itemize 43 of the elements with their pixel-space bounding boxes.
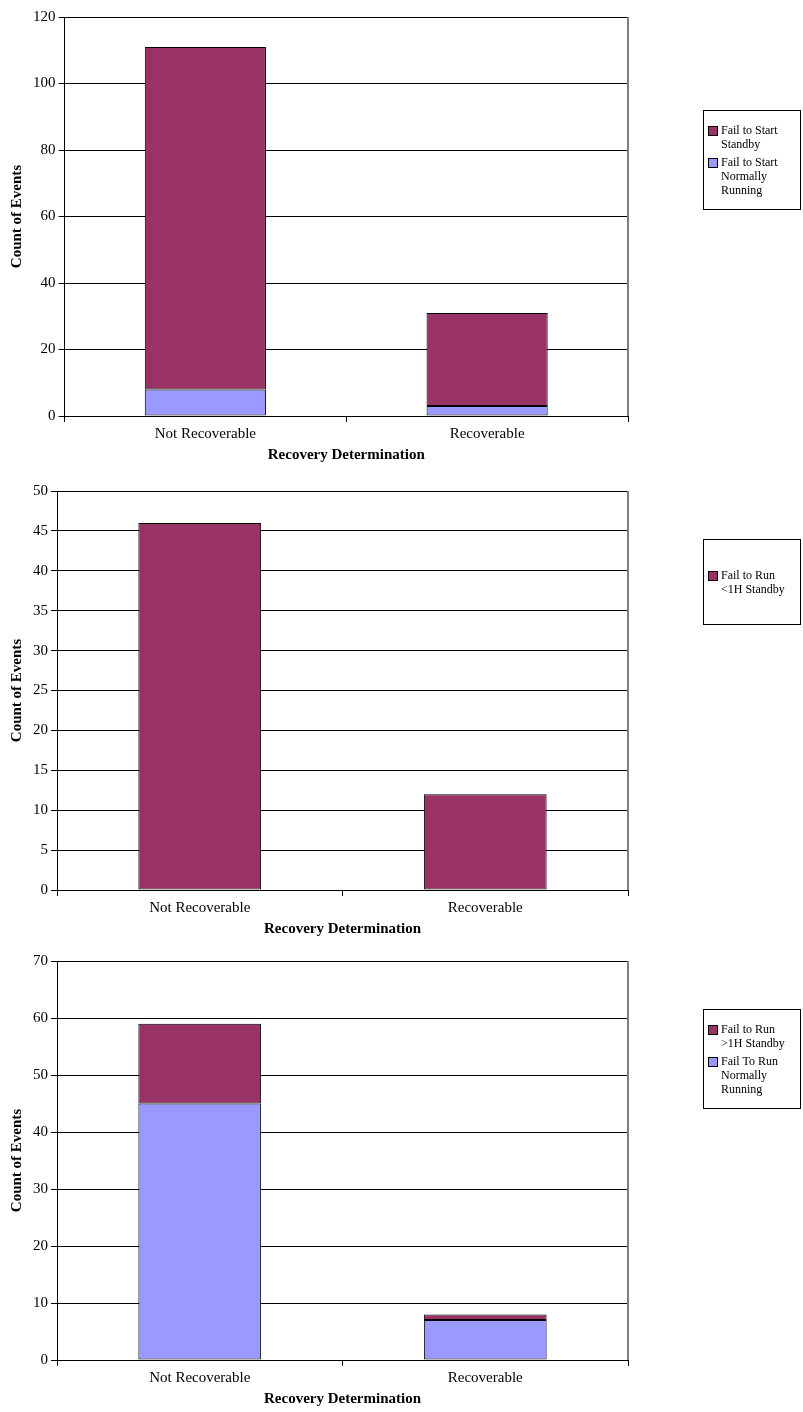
y-tick-label: 20 bbox=[40, 340, 56, 357]
x-tick-label: Recoverable bbox=[449, 424, 525, 441]
y-tick-label: 60 bbox=[33, 1008, 48, 1025]
y-axis-title: Count of Events bbox=[7, 1108, 24, 1213]
y-tick-label: 60 bbox=[40, 207, 56, 224]
y-axis-title: Count of Events bbox=[7, 164, 24, 269]
legend-label: Fail to Start Normally Running bbox=[721, 155, 779, 197]
x-axis-title: Recovery Determination bbox=[263, 1389, 422, 1406]
y-tick-label: 30 bbox=[33, 1179, 48, 1196]
y-tick-label: 5 bbox=[40, 841, 48, 858]
y-tick-label: 120 bbox=[33, 7, 56, 24]
y-tick-label: 15 bbox=[33, 761, 48, 778]
y-tick-label: 10 bbox=[33, 1293, 48, 1310]
y-tick-label: 35 bbox=[33, 601, 48, 618]
x-axis-title: Recovery Determination bbox=[267, 445, 426, 462]
x-tick-label: Not Recoverable bbox=[149, 898, 251, 915]
y-tick-label: 50 bbox=[33, 1065, 48, 1082]
y-tick-label: 50 bbox=[33, 481, 48, 498]
y-tick-label: 40 bbox=[40, 273, 56, 290]
y-tick-label: 70 bbox=[33, 951, 48, 968]
legend-label: Fail to Start Standby bbox=[721, 123, 779, 151]
y-tick-label: 40 bbox=[33, 561, 48, 578]
legend-label: Fail to Run <1H Standby bbox=[721, 568, 786, 596]
y-tick-label: 10 bbox=[33, 801, 48, 818]
y-tick-label: 40 bbox=[33, 1122, 48, 1139]
y-tick-label: 25 bbox=[33, 681, 48, 698]
y-tick-label: 0 bbox=[40, 880, 48, 897]
y-tick-label: 30 bbox=[33, 641, 48, 658]
y-tick-label: 20 bbox=[33, 1236, 48, 1253]
y-tick-label: 0 bbox=[40, 1350, 48, 1367]
y-tick-label: 45 bbox=[33, 521, 48, 538]
x-tick-label: Recoverable bbox=[447, 898, 524, 915]
y-tick-label: 0 bbox=[48, 406, 56, 423]
y-axis-title: Count of Events bbox=[7, 638, 24, 743]
y-tick-label: 80 bbox=[40, 140, 56, 157]
x-tick-label: Not Recoverable bbox=[154, 424, 257, 441]
legend-label: Fail to Run >1H Standby bbox=[721, 1022, 786, 1050]
x-tick-label: Not Recoverable bbox=[149, 1368, 251, 1385]
x-axis-title: Recovery Determination bbox=[263, 919, 422, 936]
y-tick-label: 20 bbox=[33, 721, 48, 738]
legend-label: Fail To Run Normally Running bbox=[721, 1054, 779, 1096]
y-tick-label: 100 bbox=[33, 74, 56, 91]
x-tick-label: Recoverable bbox=[447, 1368, 524, 1385]
